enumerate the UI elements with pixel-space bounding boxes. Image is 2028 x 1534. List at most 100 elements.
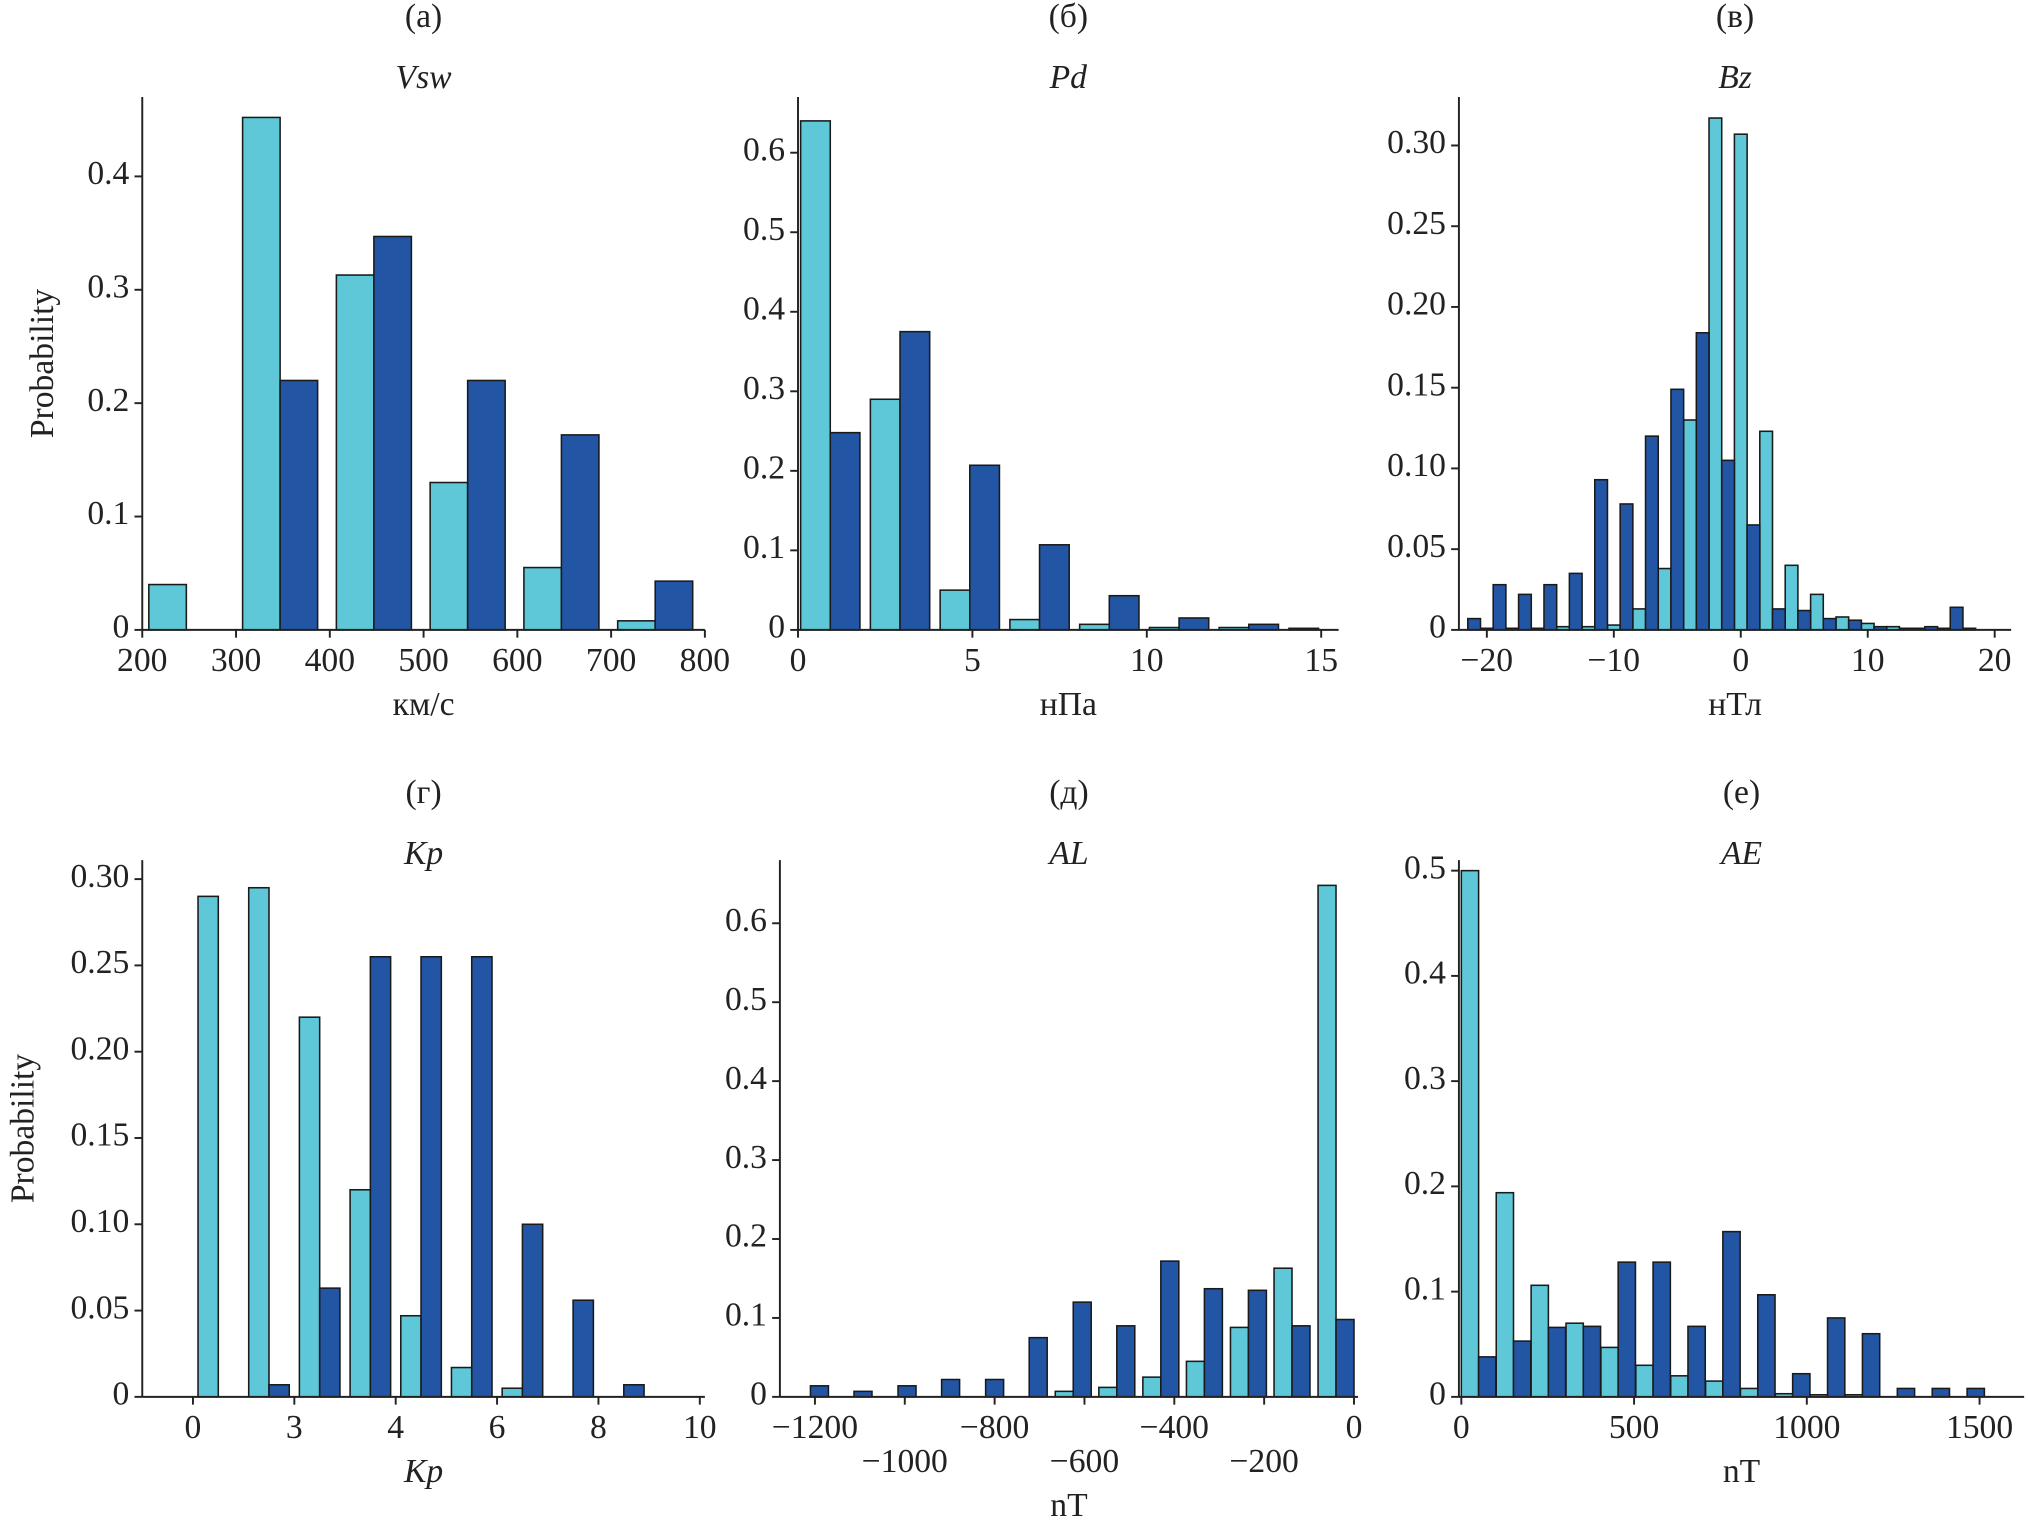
- bar: [829, 431, 861, 631]
- bar: [1593, 478, 1609, 631]
- y-tick-label: 0.15: [71, 1117, 130, 1154]
- x-tick-label: 3: [286, 1409, 303, 1446]
- x-tick-label: −1000: [862, 1443, 948, 1480]
- x-tick-label: −600: [1050, 1443, 1119, 1480]
- bar: [654, 580, 694, 631]
- bar: [1670, 388, 1685, 631]
- bar: [1565, 1322, 1585, 1398]
- bar: [1600, 1346, 1619, 1398]
- bar: [247, 886, 270, 1398]
- bar: [399, 1314, 422, 1398]
- bar: [1098, 1386, 1118, 1398]
- bar: [1797, 609, 1812, 631]
- y-tick-label: 0.6: [725, 902, 767, 939]
- y-tick-label: 0.30: [71, 858, 130, 895]
- bar: [429, 481, 469, 631]
- x-tick-label: 6: [489, 1409, 506, 1446]
- y-tick-label: 0.25: [1387, 205, 1446, 242]
- x-tick-label: −10: [1588, 642, 1641, 679]
- bar: [897, 1385, 917, 1398]
- bar: [241, 116, 281, 631]
- bar: [899, 330, 931, 631]
- y-tick-label: 0.30: [1387, 124, 1446, 161]
- y-tick-label: 0: [113, 609, 130, 646]
- bar: [1652, 1261, 1672, 1398]
- bar: [1722, 1230, 1741, 1398]
- bar: [521, 1223, 544, 1398]
- x-axis-label: нПа: [1040, 686, 1097, 723]
- x-tick-label: 700: [586, 642, 636, 679]
- x-tick-label: 0: [1346, 1409, 1363, 1446]
- bar: [1644, 435, 1660, 631]
- y-tick-label: 0.1: [1404, 1270, 1446, 1307]
- bar: [1530, 1284, 1550, 1398]
- x-tick-label: 8: [590, 1409, 607, 1446]
- bar: [450, 1366, 473, 1398]
- bar: [349, 1188, 372, 1398]
- bar: [268, 1384, 291, 1398]
- x-tick-label: 0: [1732, 642, 1749, 679]
- x-tick-label: 0: [185, 1409, 202, 1446]
- bar: [869, 398, 901, 631]
- y-tick-label: 0.2: [87, 382, 129, 419]
- bar: [1632, 608, 1647, 631]
- y-tick-label: 0: [750, 1376, 767, 1413]
- y-tick-label: 0.2: [1404, 1165, 1446, 1202]
- panel-label: (д): [1049, 774, 1089, 811]
- bar: [373, 235, 413, 631]
- x-tick-label: 4: [387, 1409, 404, 1446]
- y-tick-label: 0.5: [1404, 849, 1446, 886]
- bar: [1695, 332, 1710, 631]
- bar: [1229, 1326, 1250, 1398]
- y-tick-label: 0.3: [725, 1139, 767, 1176]
- bar: [1746, 524, 1761, 631]
- panel-label: (в): [1716, 0, 1754, 35]
- bar: [197, 895, 220, 1398]
- y-tick-label: 0.3: [743, 370, 785, 407]
- y-tick-label: 0: [113, 1376, 130, 1413]
- x-tick-label: 400: [305, 642, 355, 679]
- y-tick-label: 0.10: [71, 1203, 130, 1240]
- bar: [984, 1378, 1005, 1398]
- bar: [1108, 594, 1140, 631]
- chart-title: Pd: [1049, 59, 1088, 96]
- y-tick-label: 0.4: [1404, 955, 1446, 992]
- bar: [1495, 1191, 1515, 1398]
- bar: [1682, 419, 1698, 631]
- y-tick-label: 0.2: [743, 450, 785, 487]
- x-tick-label: 600: [492, 642, 542, 679]
- bar: [1966, 1387, 1986, 1398]
- x-tick-label: 500: [1609, 1409, 1659, 1446]
- bar: [1771, 608, 1786, 631]
- bar: [1178, 617, 1210, 631]
- x-tick-label: 1000: [1773, 1409, 1840, 1446]
- x-tick-label: 15: [1304, 642, 1338, 679]
- bar: [1492, 583, 1507, 631]
- x-axis-label: nT: [1723, 1453, 1760, 1490]
- y-tick-label: 0.1: [87, 495, 129, 532]
- bar: [572, 1299, 595, 1398]
- bar: [1009, 618, 1041, 631]
- bar: [148, 583, 188, 631]
- bar: [969, 464, 1001, 631]
- x-tick-label: 10: [1130, 642, 1164, 679]
- bar: [1517, 593, 1533, 631]
- x-axis-label: nT: [1050, 1487, 1087, 1524]
- bar: [1467, 617, 1482, 631]
- y-axis-label: Probability: [24, 289, 61, 439]
- bar: [1512, 1340, 1532, 1398]
- x-tick-label: 800: [680, 642, 730, 679]
- bar: [1203, 1287, 1224, 1398]
- y-tick-label: 0.20: [71, 1030, 130, 1067]
- x-tick-label: −1200: [772, 1409, 858, 1446]
- bar: [1704, 1380, 1724, 1398]
- bar: [1460, 869, 1480, 1398]
- bar: [501, 1387, 524, 1398]
- bar: [279, 379, 319, 631]
- x-tick-label: 300: [211, 642, 261, 679]
- bar: [1568, 572, 1583, 631]
- y-axis-label: Probability: [5, 1054, 42, 1204]
- bar: [369, 955, 392, 1398]
- bar: [1733, 133, 1748, 631]
